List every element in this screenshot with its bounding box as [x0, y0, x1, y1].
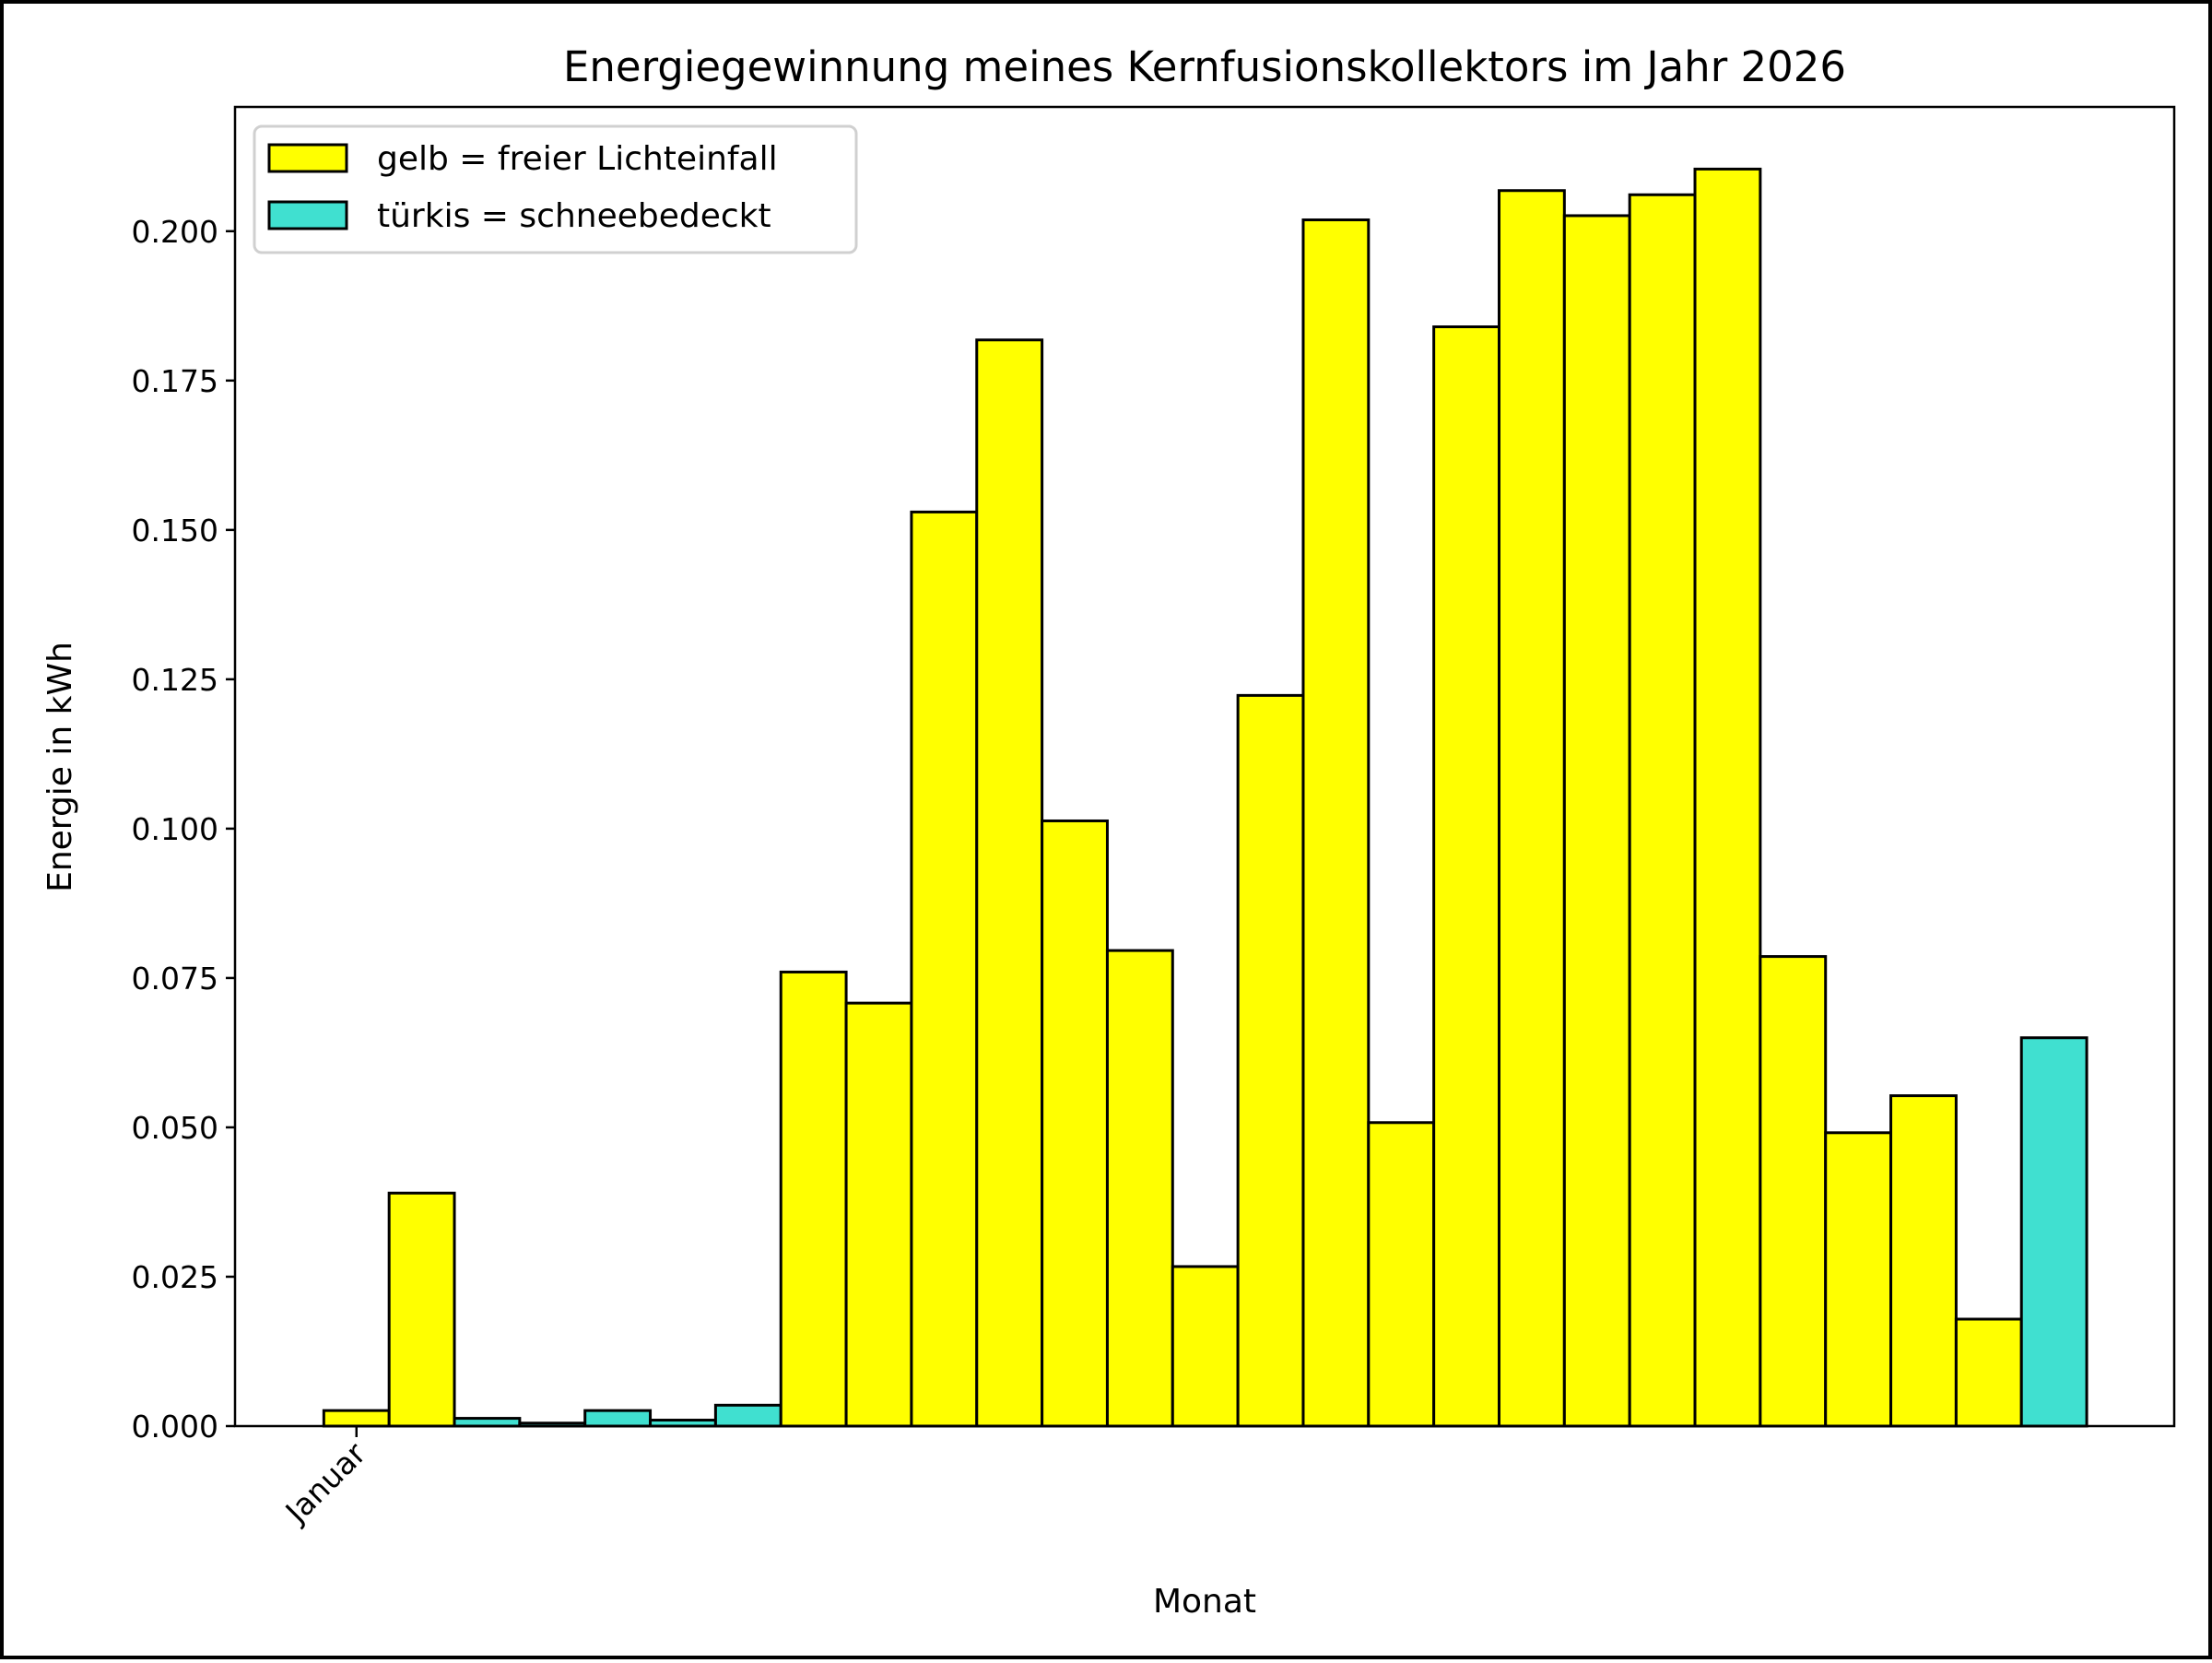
- chart-title: Energiegewinnung meines Kernfusionskolle…: [563, 42, 1846, 91]
- legend-swatch-turquoise: [267, 200, 348, 230]
- bar-15: [1236, 693, 1305, 1428]
- bar-18: [1432, 325, 1500, 1428]
- bar-17: [1367, 1121, 1436, 1428]
- legend-swatch-yellow: [267, 143, 348, 173]
- legend-box: [253, 124, 858, 254]
- legend: gelb = freier Lichteinfall türkis = schn…: [253, 124, 858, 254]
- bar-24: [1824, 1131, 1893, 1428]
- bar-9: [844, 1001, 913, 1428]
- bar-21: [1628, 193, 1697, 1428]
- bar-2: [387, 1191, 456, 1428]
- axes-frame: [233, 105, 2176, 1428]
- bar-10: [910, 510, 979, 1428]
- bar-3: [453, 1417, 522, 1428]
- x-axis-ticks: Januar: [277, 1426, 373, 1531]
- bar-12: [1041, 819, 1109, 1428]
- y-tick-label: 0.100: [132, 811, 218, 847]
- y-tick-label: 0.075: [132, 961, 218, 997]
- bar-27: [2019, 1036, 2088, 1428]
- legend-label-yellow: gelb = freier Lichteinfall: [377, 140, 778, 178]
- bar-23: [1759, 955, 1828, 1428]
- y-axis-ticks: 0.000 0.025 0.050 0.075 0.100 0.125 0.150 0.175…: [132, 214, 235, 1445]
- bar-1: [322, 1409, 391, 1428]
- bar-8: [779, 970, 848, 1428]
- y-tick-label: 0.200: [132, 214, 218, 250]
- bar-14: [1171, 1265, 1240, 1428]
- bar-25: [1889, 1094, 1958, 1428]
- bar-26: [1954, 1317, 2023, 1428]
- bar-7: [713, 1403, 782, 1428]
- y-tick-label: 0.050: [132, 1110, 218, 1146]
- y-tick-label: 0.125: [132, 662, 218, 698]
- bar-16: [1301, 218, 1371, 1428]
- bar-20: [1562, 214, 1631, 1428]
- y-tick-label: 0.000: [132, 1409, 218, 1445]
- y-tick-label: 0.150: [132, 513, 218, 548]
- bar-11: [975, 338, 1044, 1428]
- bar-19: [1497, 189, 1566, 1428]
- y-tick-label: 0.025: [132, 1259, 218, 1295]
- x-axis-label: Monat: [1153, 1583, 1256, 1621]
- bar-22: [1693, 167, 1762, 1428]
- y-tick-label: 0.175: [132, 363, 218, 399]
- x-tick-label: Januar: [277, 1435, 373, 1531]
- bar-chart: Energiegewinnung meines Kernfusionskolle…: [41, 42, 2176, 1621]
- bars-group: [322, 167, 2088, 1428]
- bar-13: [1105, 949, 1174, 1428]
- legend-label-turquoise: türkis = schneebedeckt: [377, 197, 771, 235]
- y-axis-label: Energie in kWh: [41, 642, 79, 892]
- bar-5: [583, 1409, 653, 1428]
